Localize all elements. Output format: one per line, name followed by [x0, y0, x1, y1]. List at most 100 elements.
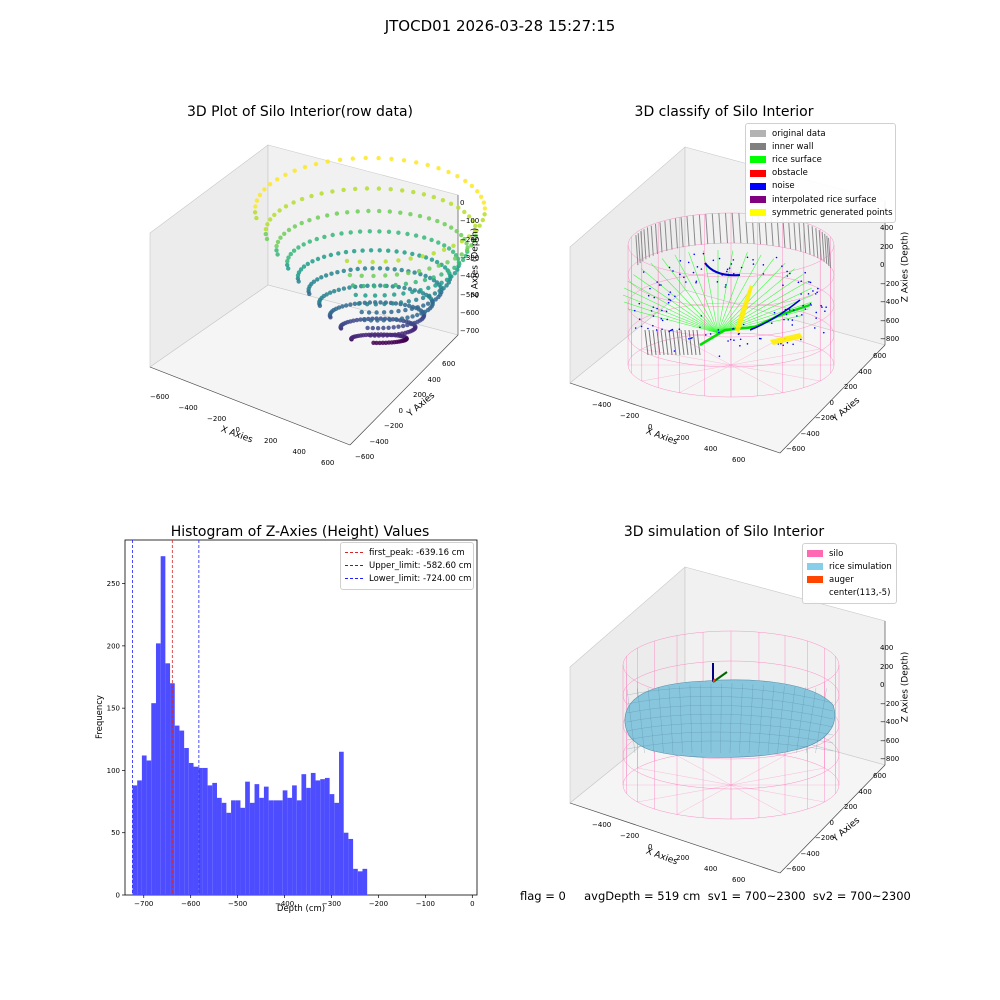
legend-item: obstacle [750, 167, 891, 180]
plot2-legend: original data inner wall rice surface obsta… [745, 123, 896, 224]
plot1-3d-axes [149, 144, 488, 446]
hist-bar [184, 748, 189, 895]
z-tick-label: −600 [880, 736, 900, 745]
hist-bar [320, 779, 325, 895]
legend-swatch [750, 130, 766, 138]
hist-title: Histogram of Z-Axies (Height) Values [170, 524, 430, 540]
legend-label: interpolated rice surface [772, 194, 877, 205]
x-tick-label: −200 [620, 412, 640, 420]
hist-bar [343, 832, 349, 895]
legend-item: interpolated rice surface [750, 193, 891, 206]
hist-bar [202, 767, 208, 895]
legend-label: rice simulation [829, 561, 892, 572]
x-tick-label: −400 [178, 404, 198, 412]
legend-swatch [750, 182, 766, 190]
legend-swatch [807, 550, 823, 558]
hist-ytick-label: 50 [111, 829, 120, 837]
plot1-title: 3D Plot of Silo Interior(row data) [186, 104, 414, 120]
legend-item: center(113,-5) [807, 587, 892, 600]
hist-ytick-label: 250 [107, 580, 120, 588]
hist-bar [282, 790, 288, 895]
y-tick-label: −200 [815, 834, 835, 842]
hist-bar [259, 797, 264, 895]
legend-item: Lower_limit: -724.00 cm [345, 572, 472, 585]
hist-bar [198, 767, 203, 895]
legend-label: auger [829, 574, 854, 585]
hist-bar [174, 725, 180, 895]
hist-bar [348, 838, 354, 895]
y-tick-label: −600 [786, 445, 806, 453]
x-tick-label: 400 [704, 445, 718, 453]
z-tick-label: 0 [460, 199, 465, 207]
plot4-title: 3D simulation of Silo Interior [623, 524, 825, 540]
x-tick-label: 200 [264, 437, 278, 445]
y-tick-label: −400 [369, 437, 389, 446]
z-tick-label: −200 [880, 699, 900, 708]
hist-bar [193, 766, 199, 895]
legend-label: symmetric generated points [772, 207, 893, 218]
figure-title: JTOCD01 2026-03-28 15:27:15 [384, 17, 616, 35]
hist-bar [315, 780, 321, 895]
hist-bar [216, 797, 222, 895]
hist-bar [137, 780, 142, 895]
x-tick-label: 0 [648, 423, 653, 431]
x-tick-label: 200 [676, 854, 690, 862]
legend-label: rice surface [772, 154, 822, 165]
y-tick-label: 200 [844, 803, 858, 811]
hist-bar [278, 800, 283, 895]
y-tick-label: 600 [442, 360, 456, 368]
hist-xtick-label: −700 [134, 900, 153, 908]
y-tick-label: 600 [873, 772, 887, 780]
hist-bar [263, 786, 269, 895]
hist-bar [221, 802, 227, 895]
y-tick-label: −400 [800, 849, 820, 858]
hist-ytick-label: 150 [107, 705, 120, 713]
y-tick-label: 200 [413, 391, 427, 399]
hist-bar [245, 781, 250, 895]
legend-item: first_peak: -639.16 cm [345, 546, 469, 559]
hist-bar [329, 794, 335, 895]
x-tick-label: −200 [620, 832, 640, 840]
legend-swatch [750, 143, 766, 151]
hist-bar [249, 802, 255, 895]
hist-bar [165, 663, 171, 895]
z-tick-label: −200 [880, 279, 900, 288]
legend-line-swatch [345, 578, 363, 580]
y-tick-label: 0 [829, 398, 834, 407]
hist-bar [207, 785, 213, 895]
legend-item: rice simulation [807, 560, 892, 573]
plot4-zlabel: Z Axies (Depth) [900, 651, 911, 723]
legend-label: Lower_limit: -724.00 cm [369, 573, 472, 584]
hist-xtick-label: −500 [228, 900, 247, 908]
legend-swatch [807, 590, 823, 597]
z-tick-label: 400 [880, 224, 894, 232]
hist-bar [324, 777, 330, 895]
legend-swatch [807, 576, 823, 584]
x-tick-label: 400 [292, 448, 306, 456]
legend-label: noise [772, 181, 795, 192]
legend-item: symmetric generated points [750, 206, 893, 219]
hist-bar [287, 797, 293, 895]
hist-xtick-label: −200 [369, 900, 388, 908]
legend-swatch [750, 209, 766, 217]
hist-ytick-label: 0 [116, 892, 120, 900]
plot2-title: 3D classify of Silo Interior [634, 104, 814, 120]
hist-bar [273, 800, 279, 895]
hist-bar [226, 812, 232, 895]
histogram-chart: −700 −600 −500 −400 −300 −200 −100 0 0 50 100 150 2… [95, 539, 478, 914]
legend-swatch [750, 156, 766, 164]
x-tick-label: 0 [648, 843, 653, 851]
legend-label: inner wall [772, 141, 814, 152]
y-tick-label: −400 [800, 429, 820, 438]
legend-swatch [750, 196, 766, 204]
legend-item: original data [750, 127, 891, 140]
z-tick-label: −600 [460, 308, 480, 317]
z-tick-label: 400 [880, 644, 894, 652]
x-tick-label: 0 [235, 426, 240, 434]
hist-bar [179, 730, 185, 895]
z-tick-label: −600 [880, 316, 900, 325]
legend-label: obstacle [772, 168, 808, 179]
hist-bar [334, 802, 340, 895]
z-tick-label: −200 [460, 235, 480, 244]
hist-bar [339, 751, 344, 895]
